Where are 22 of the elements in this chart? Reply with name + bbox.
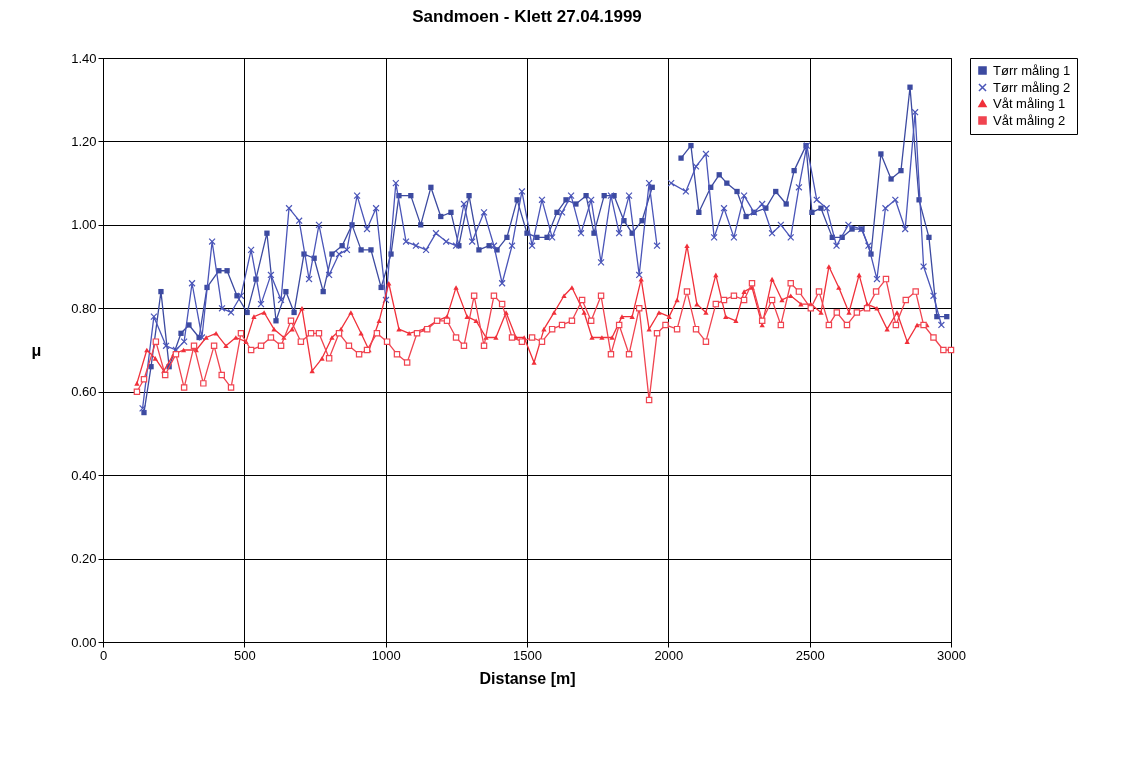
x-axis-title: Distanse [m] xyxy=(479,669,576,687)
y-tick-label: 0.20 xyxy=(71,551,97,567)
x-tick-label: 2000 xyxy=(654,647,684,663)
legend-label: Tørr måling 1 xyxy=(993,62,1071,78)
y-tick-label: 0.80 xyxy=(71,300,97,316)
x-tick-label: 1000 xyxy=(371,647,401,663)
y-tick-label: 0.40 xyxy=(71,467,97,483)
y-tick-label: 0.60 xyxy=(71,384,97,400)
x-tick-label: 0 xyxy=(99,647,108,663)
y-tick-label: 1.20 xyxy=(71,133,97,149)
y-tick-label: 1.40 xyxy=(71,50,97,66)
legend-label: Våt måling 1 xyxy=(993,95,1066,111)
x-tick-label: 500 xyxy=(233,647,256,663)
x-tick-label: 3000 xyxy=(937,647,966,663)
y-tick-label: 0.00 xyxy=(71,634,97,650)
legend-label: Tørr måling 2 xyxy=(993,79,1071,95)
y-axis-title: μ xyxy=(31,341,42,359)
x-tick-label: 2500 xyxy=(795,647,825,663)
x-tick-label: 1500 xyxy=(513,647,542,663)
chart-title: Sandmoen - Klett 27.04.1999 xyxy=(412,7,642,26)
y-tick-label: 1.00 xyxy=(71,217,97,233)
legend-label: Våt måling 2 xyxy=(993,112,1066,128)
